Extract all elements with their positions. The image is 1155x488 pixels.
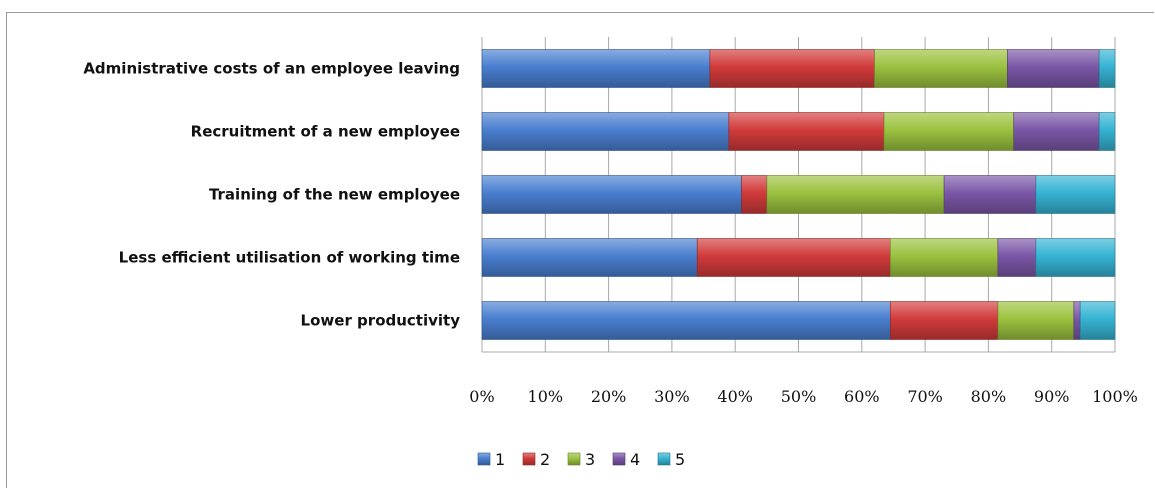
bar-segment xyxy=(889,301,999,340)
legend-label: 1 xyxy=(495,450,505,469)
category-labels: Administrative costs of an employee leav… xyxy=(83,60,460,330)
x-tick-label: 40% xyxy=(717,387,753,406)
category-label: Less efficient utilisation of working ti… xyxy=(119,249,460,267)
legend-label: 4 xyxy=(630,450,640,469)
bar-segment xyxy=(889,238,999,277)
bar-segment xyxy=(481,175,742,214)
bar-segment xyxy=(874,49,1008,88)
legend-label: 5 xyxy=(675,450,685,469)
bar-segment xyxy=(741,175,768,214)
x-tick-labels: 0% 10% 20% 30% 40% 50% 60% 70% 80% 90% 100% xyxy=(469,387,1138,406)
bar-segment xyxy=(1007,49,1100,88)
category-label: Lower productivity xyxy=(301,312,461,330)
bar-segment xyxy=(766,175,945,214)
bar-segment xyxy=(481,301,891,340)
legend-swatch xyxy=(522,452,536,466)
x-tick-label: 100% xyxy=(1092,387,1138,406)
bar-segment xyxy=(481,238,698,277)
bar-segment xyxy=(997,301,1075,340)
x-tick-label: 0% xyxy=(469,387,494,406)
bar-segment xyxy=(1098,112,1116,151)
legend: 1 2 3 4 5 xyxy=(477,450,685,469)
x-tick-label: 70% xyxy=(907,387,943,406)
bar-segment xyxy=(1035,175,1116,214)
bar-segment xyxy=(1013,112,1100,151)
bar-segment xyxy=(481,49,711,88)
legend-label: 2 xyxy=(540,450,550,469)
bar-segment xyxy=(728,112,885,151)
legend-swatch xyxy=(657,452,671,466)
bars xyxy=(481,49,1116,340)
x-tick-label: 30% xyxy=(654,387,690,406)
bar-segment xyxy=(696,238,891,277)
bar-segment xyxy=(481,112,730,151)
category-label: Administrative costs of an employee leav… xyxy=(83,60,460,78)
bar-segment xyxy=(1073,301,1081,340)
bar-segment xyxy=(1079,301,1116,340)
x-tick-label: 60% xyxy=(844,387,880,406)
x-tick-label: 20% xyxy=(591,387,627,406)
chart-frame xyxy=(6,12,1154,488)
category-label: Recruitment of a new employee xyxy=(191,123,460,141)
bar-segment xyxy=(883,112,1015,151)
legend-swatch xyxy=(477,452,491,466)
x-tick-label: 80% xyxy=(971,387,1007,406)
bar-segment xyxy=(997,238,1037,277)
legend-swatch xyxy=(567,452,581,466)
bar-segment xyxy=(943,175,1037,214)
bar-segment xyxy=(1035,238,1116,277)
legend-swatch xyxy=(612,452,626,466)
x-tick-label: 90% xyxy=(1034,387,1070,406)
category-label: Training of the new employee xyxy=(209,186,460,204)
bar-segment xyxy=(1098,49,1116,88)
x-tick-label: 50% xyxy=(781,387,817,406)
legend-label: 3 xyxy=(585,450,595,469)
x-tick-label: 10% xyxy=(528,387,564,406)
bar-segment xyxy=(709,49,875,88)
